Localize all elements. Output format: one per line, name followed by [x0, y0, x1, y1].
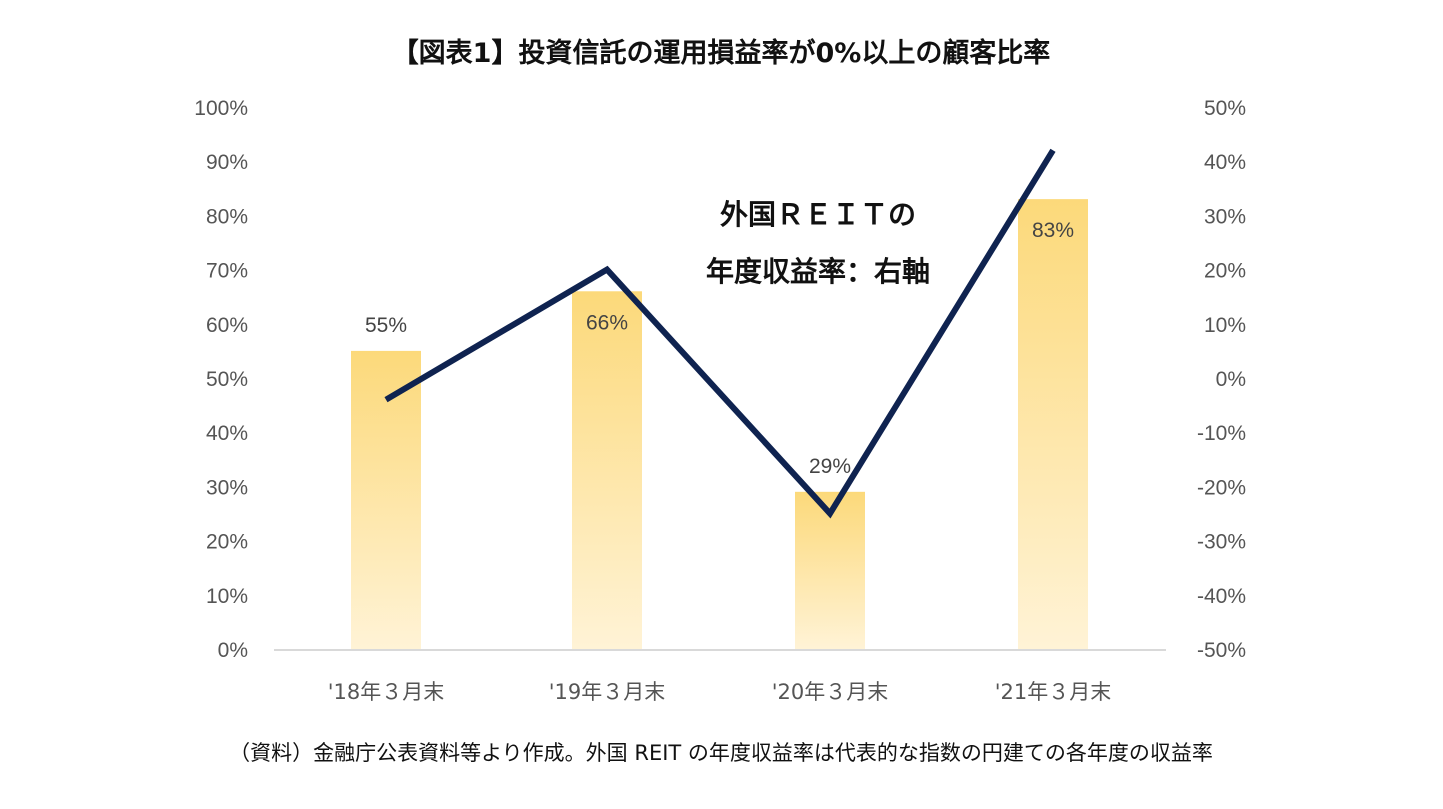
chart-title: 【図表1】投資信託の運用損益率が0%以上の顧客比率: [392, 37, 1051, 69]
category-labels: '18年３月末 '19年３月末 '20年３月末 '21年３月末: [328, 680, 1112, 704]
annotation-line-1: 外国ＲＥＩＴの: [720, 198, 916, 231]
left-tick-label: 50%: [206, 368, 248, 391]
bar-data-label: 29%: [809, 455, 851, 478]
left-tick-label: 40%: [206, 422, 248, 445]
category-label: '18年３月末: [328, 680, 445, 704]
category-label: '19年３月末: [549, 680, 666, 704]
left-tick-label: 70%: [206, 260, 248, 283]
left-tick-label: 100%: [194, 97, 248, 120]
category-label: '20年３月末: [772, 680, 889, 704]
left-tick-label: 80%: [206, 205, 248, 228]
right-tick-label: -10%: [1197, 422, 1246, 445]
right-tick-label: 50%: [1204, 97, 1246, 120]
left-tick-label: 20%: [206, 531, 248, 554]
left-tick-label: 30%: [206, 476, 248, 499]
bar: [795, 491, 865, 649]
left-tick-label: 10%: [206, 585, 248, 608]
bar: [572, 291, 642, 649]
category-label: '21年３月末: [995, 680, 1112, 704]
left-tick-label: 90%: [206, 151, 248, 174]
source-note: （資料）金融庁公表資料等より作成。外国 REIT の年度収益率は代表的な指数の円…: [229, 741, 1213, 765]
right-tick-label: 30%: [1204, 205, 1246, 228]
data-labels: 55% 66% 29% 83%: [365, 219, 1074, 478]
right-axis-ticks: 50% 40% 30% 20% 10% 0% -10% -20% -30% -40% -50%: [1197, 97, 1246, 662]
bar: [351, 350, 421, 649]
right-tick-label: 20%: [1204, 260, 1246, 283]
reit-return-line: [384, 148, 1056, 519]
left-axis-ticks: 100% 90% 80% 70% 60% 50% 40% 30% 20% 10% 0%: [194, 97, 248, 662]
bars: [351, 199, 1088, 649]
right-tick-label: 10%: [1204, 314, 1246, 337]
right-tick-label: -50%: [1197, 639, 1246, 662]
annotation-line-2: 年度収益率：右軸: [706, 255, 930, 288]
right-tick-label: -30%: [1197, 531, 1246, 554]
bar: [1018, 199, 1088, 649]
right-tick-label: 40%: [1204, 151, 1246, 174]
left-tick-label: 60%: [206, 314, 248, 337]
bar-data-label: 66%: [586, 311, 628, 334]
left-tick-label: 0%: [218, 639, 248, 662]
bar-data-label: 55%: [365, 314, 407, 337]
right-tick-label: 0%: [1216, 368, 1246, 391]
bar-data-label: 83%: [1032, 219, 1074, 242]
right-tick-label: -20%: [1197, 476, 1246, 499]
right-tick-label: -40%: [1197, 585, 1246, 608]
